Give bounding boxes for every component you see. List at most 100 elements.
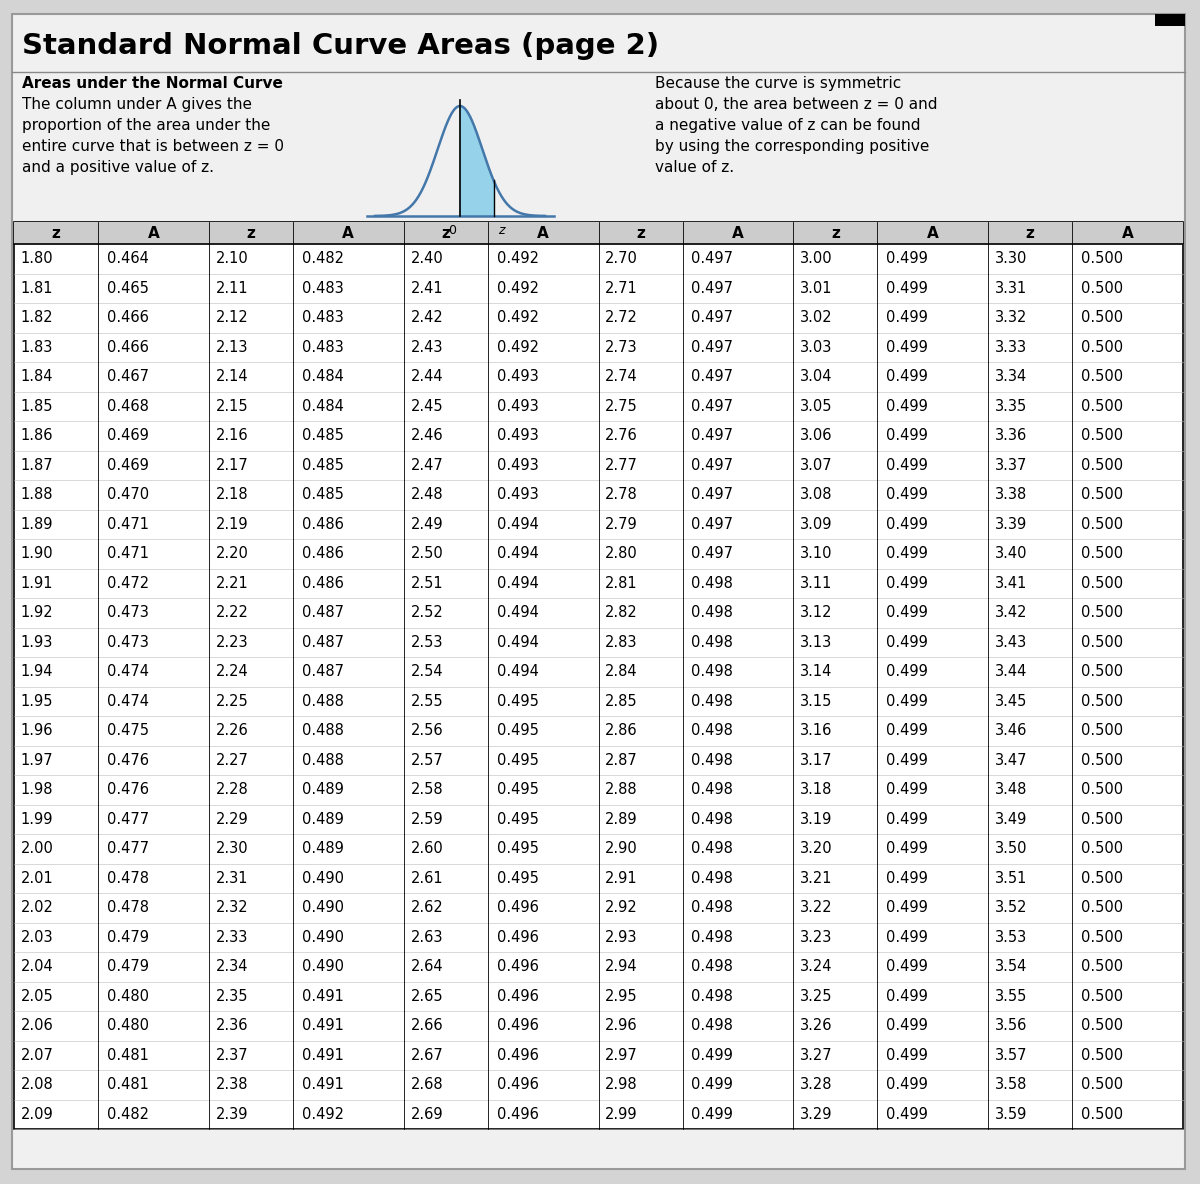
- Text: 2.65: 2.65: [410, 989, 443, 1004]
- Text: 0.487: 0.487: [301, 664, 343, 680]
- Text: 2.78: 2.78: [605, 488, 638, 502]
- Text: 0.493: 0.493: [497, 458, 539, 472]
- Text: 0.486: 0.486: [301, 546, 343, 561]
- Text: and a positive value of z.: and a positive value of z.: [22, 160, 214, 175]
- Text: 0.475: 0.475: [107, 723, 149, 739]
- Text: 2.49: 2.49: [410, 516, 443, 532]
- Text: 3.48: 3.48: [995, 783, 1027, 797]
- Text: 3.58: 3.58: [995, 1077, 1027, 1093]
- Text: 2.81: 2.81: [605, 575, 638, 591]
- Text: 2.43: 2.43: [410, 340, 443, 355]
- Text: 2.61: 2.61: [410, 870, 443, 886]
- Text: 2.08: 2.08: [20, 1077, 54, 1093]
- Text: 2.27: 2.27: [216, 753, 248, 767]
- Text: 0.497: 0.497: [691, 251, 733, 266]
- Text: 3.50: 3.50: [995, 842, 1027, 856]
- Text: 0.479: 0.479: [107, 929, 149, 945]
- Text: about 0, the area between z = 0 and: about 0, the area between z = 0 and: [655, 97, 937, 112]
- Text: 3.19: 3.19: [800, 812, 833, 826]
- Text: 0.500: 0.500: [1081, 842, 1123, 856]
- Text: 3.54: 3.54: [995, 959, 1027, 974]
- Text: 0.500: 0.500: [1081, 1018, 1123, 1034]
- Text: 2.72: 2.72: [605, 310, 638, 326]
- Text: 3.16: 3.16: [800, 723, 833, 739]
- Text: 0.499: 0.499: [887, 1077, 928, 1093]
- Text: 0.497: 0.497: [691, 429, 733, 443]
- Text: proportion of the area under the: proportion of the area under the: [22, 118, 270, 133]
- Text: 2.87: 2.87: [605, 753, 638, 767]
- Text: 0.482: 0.482: [301, 251, 343, 266]
- Text: 2.55: 2.55: [410, 694, 443, 709]
- Text: 0.495: 0.495: [497, 753, 539, 767]
- Text: 0.500: 0.500: [1081, 1048, 1123, 1063]
- Text: 2.05: 2.05: [20, 989, 54, 1004]
- Text: A: A: [1122, 225, 1134, 240]
- Text: 1.85: 1.85: [20, 399, 53, 413]
- Text: 0.494: 0.494: [497, 635, 539, 650]
- Text: 0.488: 0.488: [301, 723, 343, 739]
- Text: 3.11: 3.11: [800, 575, 833, 591]
- Text: 2.95: 2.95: [605, 989, 638, 1004]
- Text: 3.40: 3.40: [995, 546, 1027, 561]
- Text: 0.490: 0.490: [301, 900, 343, 915]
- Text: 0.493: 0.493: [497, 488, 539, 502]
- Text: z: z: [52, 225, 60, 240]
- Text: 0.499: 0.499: [887, 694, 928, 709]
- Text: 3.49: 3.49: [995, 812, 1027, 826]
- Text: 3.55: 3.55: [995, 989, 1027, 1004]
- Text: 0.491: 0.491: [301, 989, 343, 1004]
- Text: 2.22: 2.22: [216, 605, 248, 620]
- Text: 1.82: 1.82: [20, 310, 53, 326]
- Text: 0.487: 0.487: [301, 635, 343, 650]
- Text: 0.498: 0.498: [691, 723, 733, 739]
- Text: 2.91: 2.91: [605, 870, 638, 886]
- Text: 2.10: 2.10: [216, 251, 248, 266]
- Text: 2.28: 2.28: [216, 783, 248, 797]
- Text: z: z: [498, 224, 505, 237]
- Text: 2.34: 2.34: [216, 959, 248, 974]
- Text: 0.491: 0.491: [301, 1048, 343, 1063]
- Text: 2.84: 2.84: [605, 664, 638, 680]
- Text: 0.498: 0.498: [691, 900, 733, 915]
- Text: 2.33: 2.33: [216, 929, 248, 945]
- Text: 2.62: 2.62: [410, 900, 443, 915]
- Text: 0.500: 0.500: [1081, 281, 1123, 296]
- Text: 3.32: 3.32: [995, 310, 1027, 326]
- Text: 3.38: 3.38: [995, 488, 1027, 502]
- Text: 2.79: 2.79: [605, 516, 638, 532]
- Text: 2.56: 2.56: [410, 723, 443, 739]
- Text: 0.499: 0.499: [887, 900, 928, 915]
- Text: 0: 0: [448, 224, 456, 237]
- Text: 2.98: 2.98: [605, 1077, 638, 1093]
- Text: 0.483: 0.483: [301, 310, 343, 326]
- Bar: [14, 223, 1183, 1130]
- Text: 3.41: 3.41: [995, 575, 1027, 591]
- Text: 2.70: 2.70: [605, 251, 638, 266]
- Text: 0.490: 0.490: [301, 929, 343, 945]
- Text: 0.483: 0.483: [301, 281, 343, 296]
- Text: 2.46: 2.46: [410, 429, 443, 443]
- Text: 0.498: 0.498: [691, 664, 733, 680]
- Text: 0.481: 0.481: [107, 1048, 149, 1063]
- Text: 0.499: 0.499: [887, 1107, 928, 1121]
- Text: 0.500: 0.500: [1081, 694, 1123, 709]
- Text: 3.36: 3.36: [995, 429, 1027, 443]
- Text: 3.04: 3.04: [800, 369, 833, 385]
- Text: 0.499: 0.499: [887, 251, 928, 266]
- Text: 0.477: 0.477: [107, 812, 149, 826]
- Text: 0.476: 0.476: [107, 783, 149, 797]
- Text: 0.492: 0.492: [497, 340, 539, 355]
- Text: 0.496: 0.496: [497, 1077, 539, 1093]
- Text: 3.45: 3.45: [995, 694, 1027, 709]
- Bar: [14, 223, 1183, 244]
- Text: 0.490: 0.490: [301, 959, 343, 974]
- Text: 0.499: 0.499: [887, 723, 928, 739]
- Text: 2.47: 2.47: [410, 458, 443, 472]
- Text: 0.485: 0.485: [301, 488, 343, 502]
- Text: 0.499: 0.499: [887, 429, 928, 443]
- Text: 0.478: 0.478: [107, 870, 149, 886]
- Text: 0.498: 0.498: [691, 989, 733, 1004]
- Text: 3.08: 3.08: [800, 488, 833, 502]
- Text: A: A: [148, 225, 160, 240]
- Text: 0.497: 0.497: [691, 546, 733, 561]
